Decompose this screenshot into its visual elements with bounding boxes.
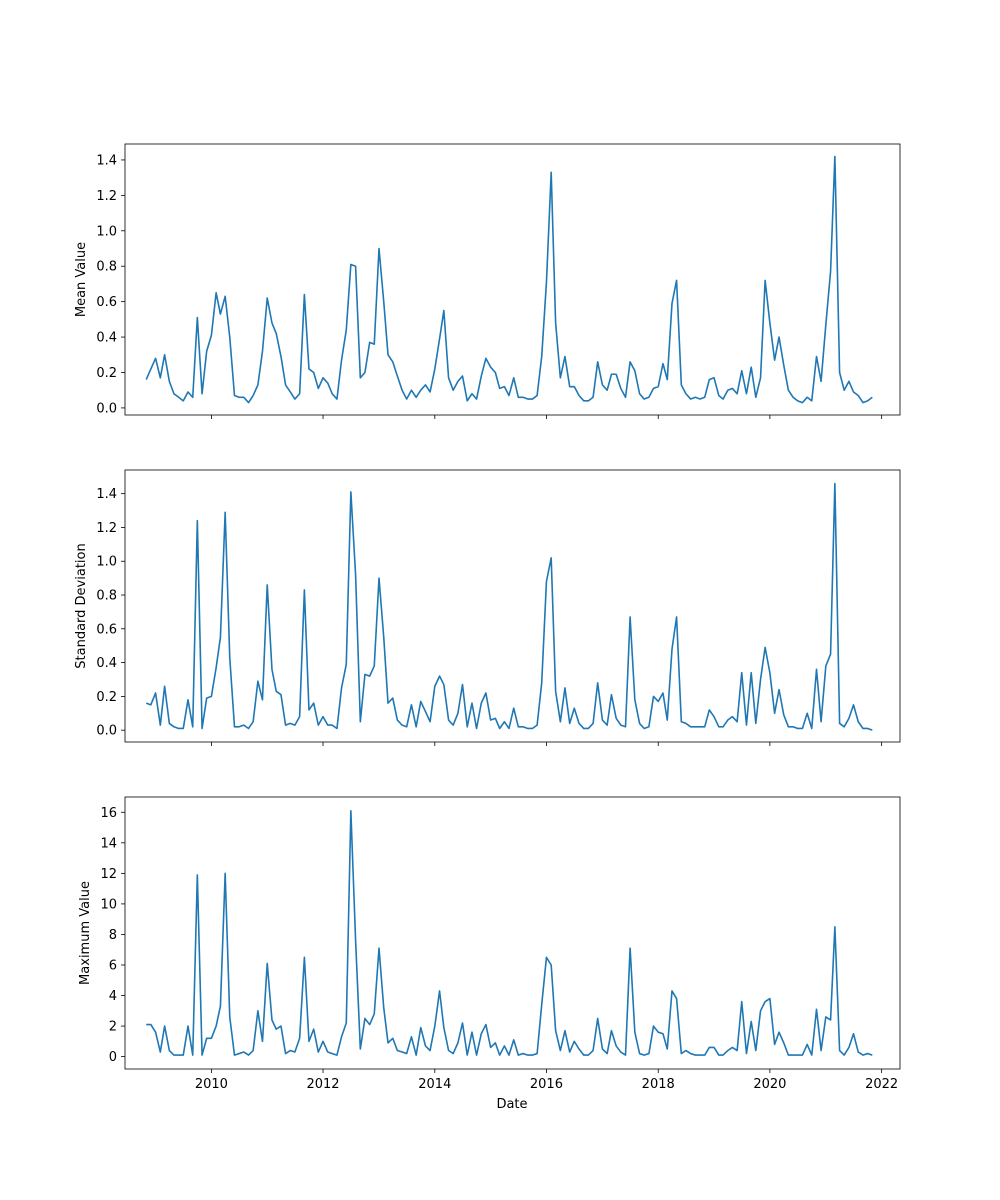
y-tick-label: 1.0 xyxy=(96,224,117,239)
y-tick-label: 0.6 xyxy=(96,622,117,637)
x-tick-label: 2014 xyxy=(418,1077,451,1092)
y-tick-label: 0.2 xyxy=(96,366,117,381)
x-tick-label: 2016 xyxy=(530,1077,563,1092)
y-axis-label: Maximum Value xyxy=(78,881,93,985)
y-tick-label: 0.4 xyxy=(96,656,117,671)
y-tick-label: 12 xyxy=(100,867,117,882)
plot-area xyxy=(125,797,900,1069)
y-ticks: 0 2 4 6 8 10 12 14 16 xyxy=(100,806,125,1065)
x-tick-label: 2012 xyxy=(306,1077,339,1092)
y-tick-label: 0.0 xyxy=(96,401,117,416)
series-group xyxy=(145,155,873,404)
x-tick-label: 2010 xyxy=(195,1077,228,1092)
y-tick-label: 0.8 xyxy=(96,260,117,275)
subplot-mean: 0.0 0.2 0.4 0.6 0.8 1.0 1.2 1.4 Mean Value xyxy=(74,143,901,419)
x-ticks xyxy=(210,742,883,746)
axes-frame xyxy=(124,143,901,416)
y-tick-label: 16 xyxy=(100,806,117,821)
series-group xyxy=(146,809,873,1056)
y-tick-label: 1.2 xyxy=(96,521,117,536)
series-line xyxy=(145,482,873,731)
plot-area xyxy=(125,144,900,415)
y-tick-label: 14 xyxy=(100,836,117,851)
series-group xyxy=(145,482,873,731)
y-tick-label: 0.4 xyxy=(96,331,117,346)
y-ticks: 0.0 0.2 0.4 0.6 0.8 1.0 1.2 1.4 xyxy=(96,487,125,739)
y-tick-label: 6 xyxy=(109,958,117,973)
y-tick-label: 0 xyxy=(109,1050,117,1065)
axes-frame xyxy=(124,469,901,743)
y-tick-label: 0.8 xyxy=(96,589,117,604)
y-axis-label: Standard Deviation xyxy=(74,543,89,668)
y-tick-label: 1.4 xyxy=(96,153,117,168)
plot-area xyxy=(125,470,900,742)
y-tick-label: 10 xyxy=(100,897,117,912)
x-ticks xyxy=(210,415,883,419)
x-tick-label: 2020 xyxy=(753,1077,786,1092)
x-ticks: 2010 2012 2014 2016 2018 2020 2022 xyxy=(195,1069,898,1092)
y-tick-label: 8 xyxy=(109,928,117,943)
y-ticks: 0.0 0.2 0.4 0.6 0.8 1.0 1.2 1.4 xyxy=(96,153,125,416)
series-line xyxy=(146,809,873,1056)
x-tick-label: 2018 xyxy=(642,1077,675,1092)
y-tick-label: 1.0 xyxy=(96,555,117,570)
y-tick-label: 0.0 xyxy=(96,724,117,739)
y-tick-label: 1.4 xyxy=(96,487,117,502)
y-tick-label: 2 xyxy=(109,1020,117,1035)
y-tick-label: 0.2 xyxy=(96,690,117,705)
y-tick-label: 1.2 xyxy=(96,189,117,204)
axes-frame xyxy=(124,796,901,1070)
subplot-std: 0.0 0.2 0.4 0.6 0.8 1.0 1.2 1.4 Standard Deviat… xyxy=(74,469,901,746)
x-tick-label: 2022 xyxy=(865,1077,898,1092)
y-tick-label: 0.6 xyxy=(96,295,117,310)
x-axis-label: Date xyxy=(496,1097,527,1112)
series-line xyxy=(145,155,873,404)
y-axis-label: Mean Value xyxy=(74,242,89,317)
y-tick-label: 4 xyxy=(109,989,117,1004)
